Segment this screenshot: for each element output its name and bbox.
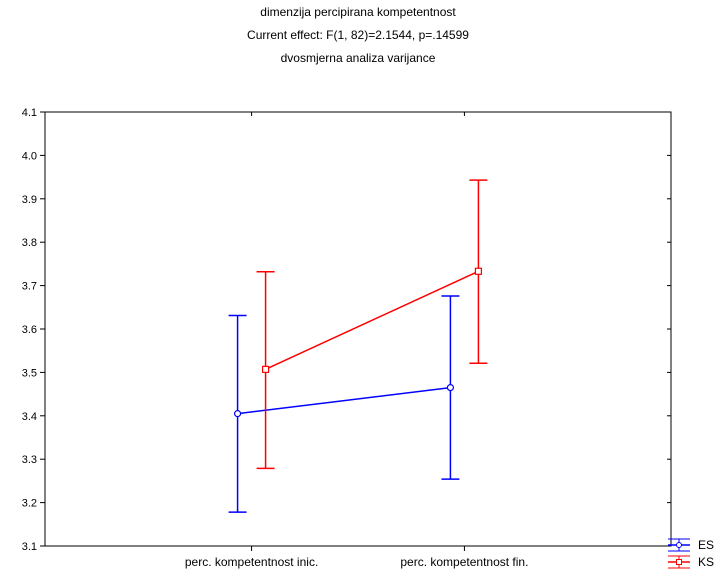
- y-tick-label: 3.3: [22, 454, 37, 466]
- legend-marker: [676, 559, 682, 565]
- y-tick-label: 3.9: [22, 194, 37, 206]
- series-line-KS: [265, 270, 479, 371]
- data-point: [233, 410, 242, 418]
- data-point: [474, 267, 483, 275]
- legend-label-ES: ES: [698, 538, 714, 552]
- x-tick-label: perc. kompetentnost fin.: [400, 555, 528, 569]
- chart-subtitle: Current effect: F(1, 82)=2.1544, p=.1459…: [247, 28, 469, 42]
- x-tick-label: perc. kompetentnost inic.: [185, 555, 318, 569]
- y-tick-label: 3.4: [22, 411, 37, 423]
- chart-title: dimenzija percipirana kompetentnost: [260, 5, 456, 19]
- legend-label-KS: KS: [698, 555, 714, 569]
- chart-subtitle-2: dvosmjerna analiza varijance: [280, 51, 436, 65]
- y-tick-label: 4.0: [22, 150, 37, 162]
- y-tick-label: 3.1: [22, 541, 37, 553]
- y-tick-label: 4.1: [22, 107, 37, 119]
- legend-marker: [676, 542, 682, 548]
- y-tick-label: 3.7: [22, 281, 37, 293]
- series-line-ES: [237, 386, 451, 415]
- y-tick-label: 3.2: [22, 498, 37, 510]
- y-tick-label: 3.6: [22, 324, 37, 336]
- y-tick-label: 3.5: [22, 367, 37, 379]
- plot-frame: [44, 111, 672, 547]
- y-tick-label: 3.8: [22, 237, 37, 249]
- data-point: [261, 365, 270, 373]
- data-point: [446, 383, 455, 392]
